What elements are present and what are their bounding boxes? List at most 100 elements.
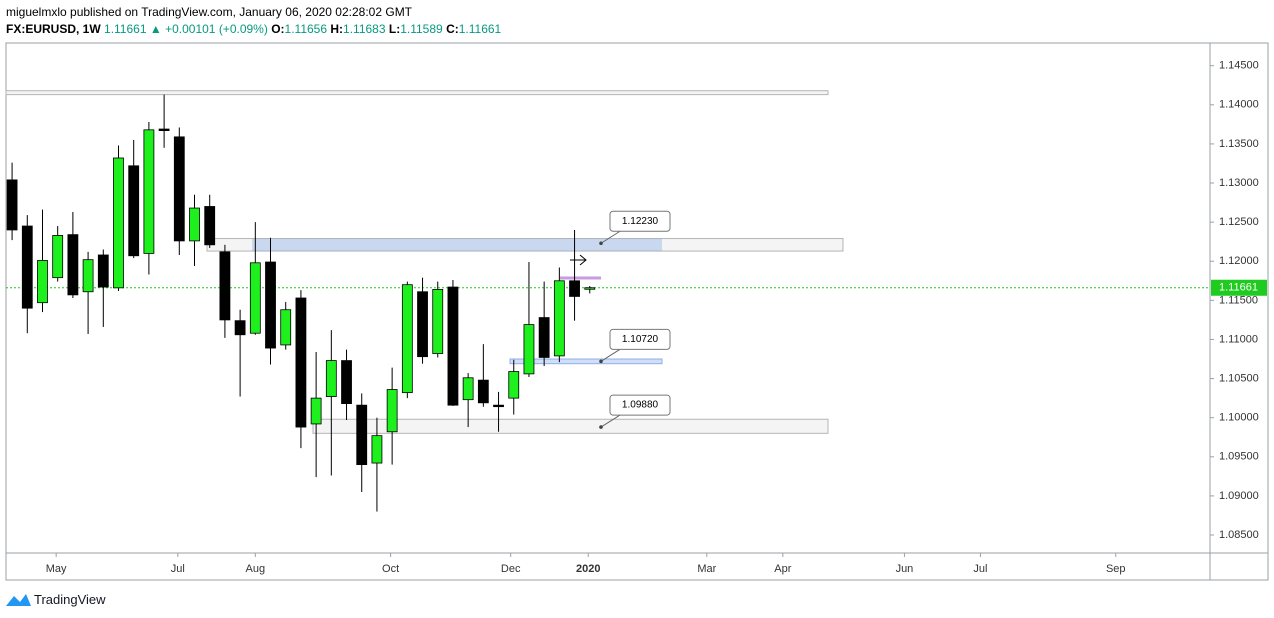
- candle-body: [6, 179, 18, 231]
- x-tick-label: Aug: [246, 563, 266, 575]
- candle-body: [113, 157, 124, 289]
- candle-body: [82, 259, 94, 293]
- x-tick-label: Dec: [501, 563, 521, 575]
- candle-body: [143, 129, 155, 254]
- x-tick-label: Jun: [896, 563, 914, 575]
- x-tick-label: Sep: [1106, 563, 1126, 575]
- y-tick-label: 1.10000: [1219, 412, 1259, 424]
- candle-body: [508, 371, 520, 399]
- x-tick-label: 2020: [576, 563, 600, 575]
- candle-body: [538, 317, 550, 358]
- candle-body: [310, 397, 322, 425]
- publisher-line: miguelmxlo published on TradingView.com,…: [6, 4, 501, 21]
- candle-body: [356, 404, 368, 466]
- candle-body: [584, 287, 596, 290]
- annotation-box: [609, 210, 671, 232]
- y-tick-label: 1.12500: [1219, 216, 1259, 228]
- candle-body: [523, 324, 535, 375]
- y-tick-label: 1.13500: [1219, 138, 1259, 150]
- candle-body: [173, 136, 185, 242]
- candle-body: [204, 206, 216, 246]
- candle-body: [569, 280, 580, 297]
- candle-body: [553, 280, 565, 357]
- zone: [5, 90, 829, 96]
- zone-highlight: [252, 238, 662, 252]
- logo-icon: [6, 594, 31, 606]
- candle-body: [295, 297, 307, 428]
- l-label: L:: [388, 22, 401, 36]
- c: 1.11661: [458, 22, 502, 36]
- candle-body: [37, 260, 48, 304]
- candle-body: [447, 286, 459, 406]
- annotation-pointer: [600, 230, 621, 244]
- x-tick-label: May: [46, 563, 67, 575]
- l: 1.11589: [400, 22, 443, 36]
- x-tick-label: Mar: [697, 563, 716, 575]
- header: miguelmxlo published on TradingView.com,…: [6, 4, 501, 38]
- logo: [6, 594, 31, 606]
- candle-body: [128, 165, 140, 257]
- annotation-label: 1.10720: [622, 334, 659, 345]
- candle-body: [477, 379, 489, 404]
- annotation-pointer: [600, 414, 621, 428]
- arrow: ▲: [149, 22, 162, 36]
- y-tick-label: 1.14500: [1219, 60, 1259, 72]
- annotation-box: [609, 328, 671, 350]
- annotation-label: 1.12230: [622, 216, 659, 227]
- candle-body: [21, 225, 33, 309]
- frame: [5, 42, 1269, 581]
- annotation-point: [599, 425, 603, 429]
- candle-body: [401, 284, 413, 394]
- candle-body: [325, 360, 337, 397]
- annotation-pointer: [600, 348, 621, 362]
- c-label: C:: [446, 22, 459, 36]
- candle-body: [341, 360, 352, 404]
- candle-body: [52, 235, 64, 279]
- annotation-label: 1.09880: [622, 400, 659, 411]
- x-tick-label: Apr: [774, 563, 791, 575]
- footer: TradingView: [34, 592, 106, 607]
- symbol: FX:EURUSD, 1W: [6, 22, 101, 36]
- x-tick-label: Oct: [382, 563, 399, 575]
- annotation-point: [599, 359, 603, 364]
- symbol-line: FX:EURUSD, 1W 1.11661 ▲ +0.00101 (+0.09%…: [6, 21, 501, 38]
- arrow: [570, 254, 587, 266]
- o-label: O:: [271, 22, 285, 36]
- candle-body: [417, 291, 428, 358]
- brand: TradingView: [34, 592, 106, 607]
- change: +0.00101 (+0.09%): [165, 22, 268, 36]
- y-tick-label: 1.14000: [1219, 99, 1259, 111]
- candle-body: [249, 262, 261, 334]
- y-tick-label: 1.08500: [1219, 529, 1259, 541]
- publisher: miguelmxlo published on TradingView.com,…: [6, 5, 413, 19]
- zone: [509, 358, 663, 365]
- x-tick-label: Jul: [973, 563, 987, 575]
- candle-body: [189, 207, 200, 242]
- candle-body: [386, 389, 398, 433]
- candle-body: [219, 251, 231, 321]
- y-tick-label: 1.11000: [1219, 333, 1258, 345]
- candle-body: [493, 404, 504, 408]
- candle-body: [97, 254, 109, 288]
- y-tick-label: 1.09500: [1219, 451, 1259, 463]
- h: 1.11683: [343, 22, 386, 36]
- candle-body: [265, 261, 276, 349]
- zone: [312, 418, 829, 434]
- candle-body: [158, 128, 170, 132]
- candle-body: [462, 377, 474, 401]
- last-price-label: 1.11661: [1219, 282, 1258, 294]
- candle-body: [432, 288, 444, 354]
- y-tick-label: 1.12000: [1219, 255, 1259, 267]
- y-tick-label: 1.10500: [1219, 372, 1259, 384]
- candle-body: [280, 309, 292, 346]
- candle-body: [234, 320, 246, 336]
- last-price-box: [1211, 279, 1267, 296]
- o: 1.11656: [284, 22, 328, 36]
- y-tick-label: 1.11500: [1219, 294, 1258, 306]
- annotation-point: [599, 241, 603, 246]
- y-tick-label: 1.13000: [1219, 177, 1259, 189]
- last: 1.11661: [104, 22, 147, 36]
- annotation-box: [609, 394, 671, 416]
